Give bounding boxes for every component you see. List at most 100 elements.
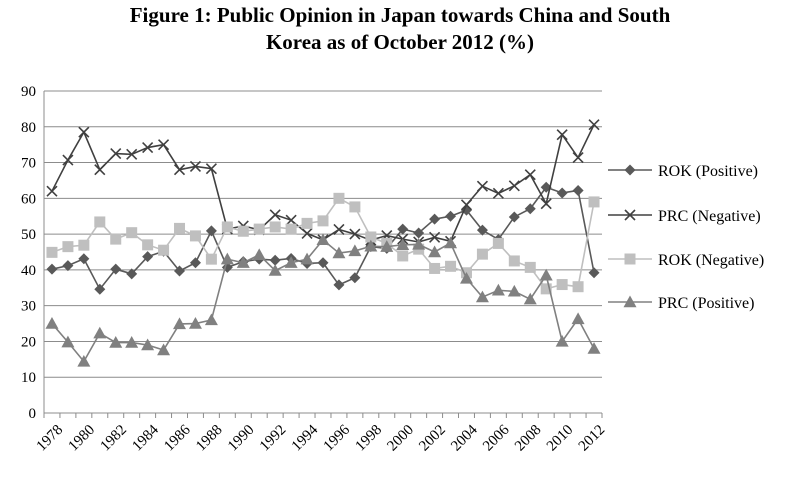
data-point: [588, 119, 600, 131]
data-point: [204, 313, 218, 326]
data-point: [285, 223, 297, 235]
data-point: [46, 246, 58, 258]
data-point: [507, 284, 521, 297]
data-point: [62, 154, 74, 166]
legend-item: PRC (Positive): [608, 295, 754, 312]
data-point: [173, 164, 186, 176]
legend-label: ROK (Positive): [658, 163, 758, 180]
data-point: [173, 317, 187, 330]
data-point: [539, 268, 553, 281]
data-point: [62, 260, 74, 272]
data-point: [61, 335, 75, 348]
data-point: [205, 225, 217, 237]
data-point: [349, 201, 361, 213]
x-tick-label: 2010: [544, 422, 577, 455]
data-point: [253, 223, 265, 235]
data-point: [476, 248, 488, 260]
x-tick-label: 1986: [161, 422, 194, 455]
data-point: [555, 334, 569, 347]
x-tick-labels: 1978 1980 1982 1984 1986 1988 1990 1992 1994 1996…: [34, 422, 609, 455]
data-point: [445, 210, 457, 222]
data-point: [397, 250, 409, 262]
data-point: [93, 326, 107, 339]
legend-label: PRC (Positive): [658, 295, 754, 312]
y-tick-label: 10: [21, 370, 36, 386]
x-tick-label: 1990: [225, 422, 258, 455]
y-tick-label: 30: [21, 299, 36, 315]
data-point: [349, 272, 361, 284]
data-point: [588, 267, 600, 279]
data-point: [109, 336, 123, 348]
data-point: [380, 240, 394, 252]
legend-item: ROK (Negative): [608, 252, 764, 269]
y-tick-label: 90: [21, 84, 36, 100]
x-tick-label: 2012: [576, 422, 609, 455]
data-point: [126, 227, 138, 239]
legend: ROK (Positive) PRC (Negative) ROK (Negativ…: [608, 163, 764, 312]
data-point: [524, 261, 536, 273]
data-point: [316, 233, 330, 246]
data-point: [268, 264, 282, 276]
data-point: [301, 227, 313, 239]
axes: [43, 91, 603, 418]
data-point: [142, 141, 154, 154]
data-point: [301, 217, 313, 229]
data-point: [110, 233, 122, 245]
x-tick-label: 1978: [34, 422, 67, 455]
data-point: [141, 338, 155, 351]
data-point: [220, 252, 234, 265]
data-point: [221, 221, 233, 233]
data-point: [94, 216, 106, 228]
x-tick-label: 2008: [512, 422, 545, 455]
y-tick-label: 50: [21, 227, 36, 243]
data-point: [556, 187, 568, 199]
data-point: [397, 223, 409, 235]
data-point: [189, 160, 202, 173]
data-point: [332, 246, 346, 259]
y-tick-label: 40: [21, 263, 36, 279]
data-point: [459, 271, 473, 284]
data-point: [78, 253, 90, 265]
data-point: [285, 214, 297, 226]
data-point: [317, 257, 329, 269]
data-point: [572, 184, 584, 196]
x-tick-label: 1984: [129, 422, 162, 455]
data-point: [157, 343, 171, 356]
legend-item: ROK (Positive): [608, 163, 758, 180]
data-point: [492, 187, 504, 199]
data-point: [508, 255, 520, 267]
data-point: [205, 253, 217, 265]
data-point: [365, 231, 377, 243]
y-tick-label: 0: [29, 406, 37, 422]
data-point: [317, 215, 329, 227]
title-line-2: Korea as of October 2012 (%): [265, 30, 535, 54]
data-point: [300, 252, 314, 265]
data-point: [46, 185, 58, 197]
data-point: [556, 279, 568, 291]
data-point: [188, 317, 202, 329]
data-point: [429, 231, 441, 243]
x-tick-label: 1996: [321, 422, 354, 455]
data-point: [491, 283, 505, 296]
data-point: [428, 245, 442, 258]
data-point: [94, 164, 106, 176]
series-layer: [45, 119, 601, 367]
legend-label: ROK (Negative): [658, 252, 764, 269]
data-point: [492, 237, 504, 249]
legend-item: PRC (Negative): [608, 208, 761, 225]
x-tick-label: 1992: [257, 422, 290, 455]
data-point: [252, 248, 266, 261]
data-point: [556, 129, 568, 141]
data-point: [571, 312, 585, 325]
data-point: [94, 283, 106, 295]
data-point: [476, 180, 488, 192]
data-point: [475, 290, 489, 303]
data-point: [524, 203, 536, 215]
data-point: [540, 198, 552, 210]
data-point: [237, 225, 249, 237]
data-point: [174, 222, 186, 234]
data-point: [333, 223, 345, 236]
title-line-1: Figure 1: Public Opinion in Japan toward…: [129, 3, 671, 27]
x-tick-label: 1980: [66, 422, 99, 455]
x-tick-label: 1982: [97, 422, 130, 455]
